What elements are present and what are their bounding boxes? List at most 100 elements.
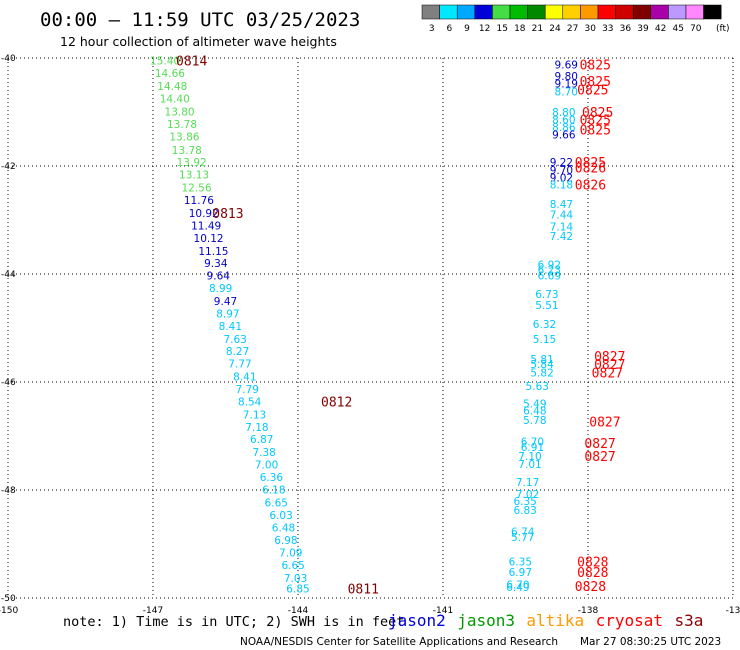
wave-height-value: 11.49 — [191, 220, 221, 232]
wave-height-value: 9.19 — [555, 78, 578, 90]
y-tick-label: -44 — [1, 270, 16, 280]
wave-height-value: 7.63 — [223, 334, 246, 346]
wave-height-value: 7.02 — [516, 489, 539, 501]
wave-height-value: 13.86 — [169, 131, 199, 143]
wave-height-value: 6.97 — [509, 567, 532, 579]
wave-height-value: 8.80 — [552, 107, 575, 119]
colorbar-label: 24 — [549, 24, 561, 34]
wave-height-value: 5.77 — [511, 532, 534, 544]
wave-height-value: 8.97 — [216, 308, 239, 320]
wave-height-value: 9.80 — [555, 71, 578, 83]
wave-height-value: 5.63 — [526, 381, 549, 393]
colorbar-swatch — [456, 4, 476, 20]
wave-height-value: 6.74 — [511, 527, 535, 539]
wave-height-value: 10.12 — [194, 233, 224, 245]
wave-height-value: 6.73 — [535, 289, 558, 301]
wave-height-value: 6.36 — [260, 472, 284, 484]
x-tick-label: -141 — [433, 606, 453, 616]
wave-height-value: 10.92 — [189, 208, 219, 220]
wave-height-value: 6.92 — [538, 259, 561, 271]
wave-height-value: 6.91 — [521, 442, 544, 454]
time-label: 0825 — [577, 83, 608, 98]
wave-height-value: 13.92 — [177, 157, 207, 169]
time-label: 0826 — [575, 162, 606, 177]
time-labels: 0814081308120811082508250825082508250825… — [176, 55, 625, 598]
colorbar-label: 33 — [602, 24, 613, 34]
wave-height-value: 6.87 — [250, 434, 273, 446]
colorbar-swatch — [492, 4, 511, 20]
wave-height-value: 5.51 — [535, 300, 558, 312]
wave-height-value: 5.84 — [530, 359, 554, 371]
satellite-name: altika — [526, 611, 584, 630]
colorbar-label: 9 — [464, 24, 470, 34]
colorbar-label: 45 — [672, 24, 683, 34]
colorbar-swatch — [615, 4, 634, 20]
wave-height-value: 14.66 — [155, 68, 185, 80]
footer-note: note: 1) Time is in UTC; 2) SWH is in fe… — [63, 614, 404, 630]
wave-height-value: 6.83 — [513, 505, 536, 517]
colorbar-swatch — [632, 4, 652, 20]
colorbar-label: 36 — [620, 24, 632, 34]
wave-height-value: 9.02 — [550, 172, 573, 184]
colorbar-swatch — [685, 4, 704, 20]
y-tick-label: -50 — [1, 594, 16, 604]
wave-height-value: 8.86 — [552, 122, 576, 134]
colorbar-unit-label: (ft) — [716, 24, 730, 34]
wave-height-value: 8.41 — [219, 321, 242, 333]
colorbar-label: 6 — [447, 24, 453, 34]
timestamp: Mar 27 08:30:25 UTC 2023 — [580, 636, 721, 648]
wave-height-value: 6.70 — [506, 580, 529, 592]
time-label: 0827 — [584, 450, 615, 465]
wave-height-value: 13.78 — [172, 145, 202, 157]
lat-lon-grid — [7, 57, 734, 599]
colorbar-swatch — [668, 4, 687, 20]
x-tick-label: -13 — [726, 606, 740, 616]
time-label: 0827 — [594, 350, 625, 365]
y-tick-label: -40 — [1, 54, 16, 64]
wave-height-value: 7.38 — [252, 447, 275, 459]
wave-height-value: 8.47 — [550, 199, 573, 211]
x-tick-label: -150 — [0, 606, 18, 616]
colorbar-label: 70 — [690, 24, 702, 34]
wave-height-value: 6.23 — [538, 265, 561, 277]
time-label: 0827 — [584, 437, 615, 452]
colorbar-swatch — [439, 4, 458, 20]
wave-height-value: 9.64 — [207, 271, 231, 283]
wave-height-value: 6.03 — [269, 510, 292, 522]
wave-height-value: 7.10 — [518, 451, 541, 463]
wave-height-value: 7.01 — [518, 459, 541, 471]
x-tick-label: -144 — [288, 606, 309, 616]
wave-height-value: 13.80 — [165, 106, 195, 118]
wave-height-value: 8.18 — [550, 179, 573, 191]
time-label: 0825 — [580, 58, 611, 73]
satellite-legend: jason2 jason3 altika cryosat s3a — [388, 611, 703, 630]
wave-height-value: 7.09 — [279, 548, 302, 560]
time-label: 0825 — [575, 156, 606, 171]
wave-height-value: 7.00 — [255, 460, 278, 472]
colorbar-swatch — [703, 4, 722, 20]
time-label: 0826 — [575, 178, 606, 193]
colorbar-swatch — [650, 4, 669, 20]
time-label: 0825 — [580, 114, 611, 129]
wave-height-value: 11.76 — [184, 195, 214, 207]
wave-height-value: 6.65 — [281, 560, 304, 572]
wave-height-value: 6.48 — [523, 406, 546, 418]
time-label: 0827 — [592, 366, 623, 381]
wave-height-value: 6.18 — [262, 484, 285, 496]
time-label: 0812 — [321, 395, 352, 410]
colorbar-label: 18 — [514, 24, 526, 34]
colorbar-legend: 3 6 9 12 15 18 21 24 27 30 33 36 39 42 45 70 — [421, 4, 722, 34]
time-label: 0811 — [348, 582, 379, 597]
wave-height-points: 15.4014.6614.4814.4013.8013.7813.8613.78… — [150, 56, 578, 596]
wave-height-value: 5.81 — [530, 354, 553, 366]
wave-height-value: 8.27 — [226, 346, 249, 358]
wave-height-value: 13.13 — [179, 170, 209, 182]
colorbar-label: 21 — [532, 24, 543, 34]
wave-height-value: 7.77 — [228, 359, 251, 371]
axis-tick-labels: -150 -147 -144 -141 -138 -13 -40 -42 -44 -46 -48 -5… — [0, 54, 740, 616]
y-tick-label: -42 — [1, 162, 16, 172]
wave-height-value: 14.40 — [160, 94, 190, 106]
wave-height-value: 8.99 — [209, 283, 232, 295]
chart-title: 00:00 – 11:59 UTC 03/25/2023 — [40, 9, 360, 31]
wave-height-value: 14.48 — [157, 81, 187, 93]
